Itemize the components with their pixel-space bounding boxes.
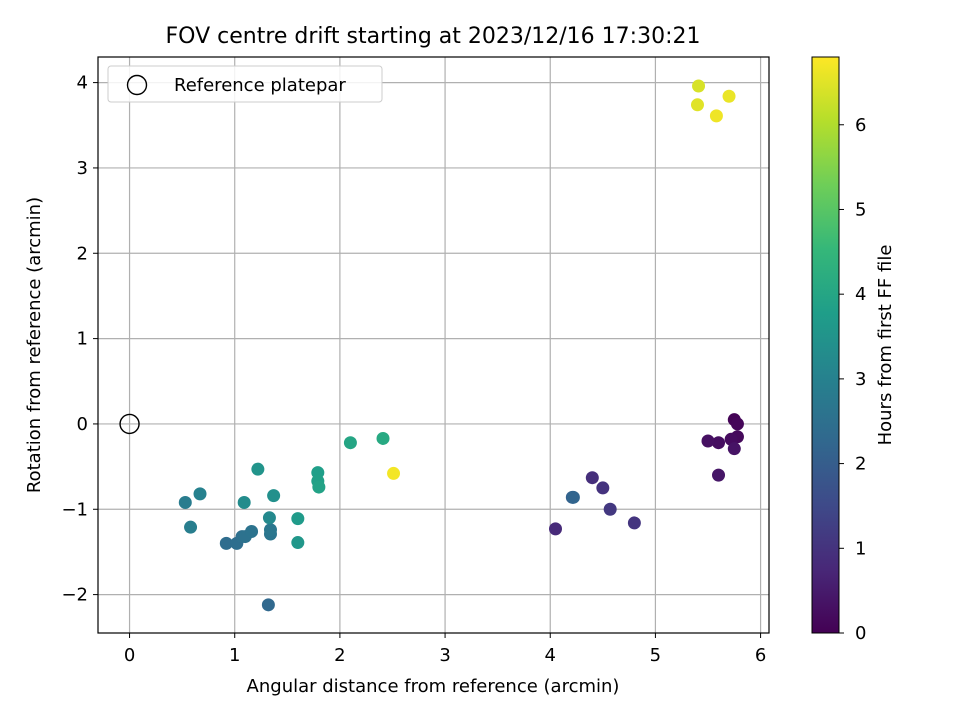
scatter-point [549,522,562,536]
scatter-point [237,495,251,509]
x-axis-label: Angular distance from reference (arcmin) [247,676,620,697]
scatter-point [291,512,305,526]
scatter-point [184,520,198,534]
scatter-point [727,442,741,456]
colorbar-tick-label: 2 [855,454,866,475]
scatter-point [709,109,723,123]
scatter-point [596,481,610,495]
scatter-point [722,89,736,103]
x-tick-label: 5 [650,645,661,666]
legend-box [107,65,383,103]
scatter-point [376,431,390,445]
y-tick-label: 3 [77,158,88,179]
scatter-point [219,536,233,550]
scatter-point [690,98,704,112]
colorbar-tick-label: 1 [855,538,866,559]
colorbar-tick-label: 6 [855,115,866,136]
y-tick-label: 0 [77,414,88,435]
x-tick-label: 4 [545,645,556,666]
x-tick-label: 3 [439,645,450,666]
grid [98,57,769,633]
scatter-point [291,536,305,550]
chart-title: FOV centre drift starting at 2023/12/16 … [166,24,701,49]
scatter-point [566,490,580,504]
y-tick-label: −2 [61,585,88,606]
y-tick-label: 1 [77,329,88,350]
scatter-point [701,434,715,448]
legend-reference-marker [126,74,148,96]
x-tick-label: 6 [755,645,766,666]
colorbar-tick-label: 5 [855,199,866,220]
x-tick-label: 0 [124,645,135,666]
scatter-point [251,462,265,476]
scatter-point [712,468,726,482]
colorbar-tick-label: 0 [855,623,866,644]
colorbar-label: Hours from first FF file [875,245,896,446]
scatter-point [603,502,617,516]
y-tick-label: 4 [77,73,88,94]
scatter-point [263,523,277,537]
colorbar-tick-label: 3 [855,369,866,390]
legend: Reference platepar [107,65,383,103]
y-tick-label: −1 [61,499,88,520]
scatter-point [692,79,706,93]
data-points [119,79,744,612]
scatter-point [730,417,744,431]
y-tick-label: 2 [77,243,88,264]
reference-marker [119,413,140,435]
scatter-point [262,511,276,525]
scatter-point [627,516,641,530]
x-axis-ticks: 0 1 2 3 4 5 6 [124,633,766,666]
scatter-point [178,495,192,509]
colorbar-gradient [811,56,840,634]
x-tick-label: 2 [334,645,345,666]
plot-frame [97,56,770,634]
scatter-point [245,524,259,538]
colorbar-ticks: 0 1 2 3 4 5 6 [839,115,866,644]
scatter-point [267,489,281,503]
colorbar: 0 1 2 3 4 5 6 Hours from first FF file [811,56,896,644]
x-tick-label: 1 [229,645,240,666]
y-axis-label: Rotation from reference (arcmin) [24,197,45,493]
scatter-point [343,436,357,450]
y-axis-ticks: −2 −1 0 1 2 3 4 [61,73,98,606]
scatter-point [261,598,275,612]
scatter-point [312,480,326,494]
scatter-point [387,466,401,480]
scatter-point [712,436,726,450]
legend-entry: Reference platepar [174,75,346,96]
scatter-point [193,487,207,501]
scatter-point [585,471,599,485]
colorbar-tick-label: 4 [855,284,866,305]
